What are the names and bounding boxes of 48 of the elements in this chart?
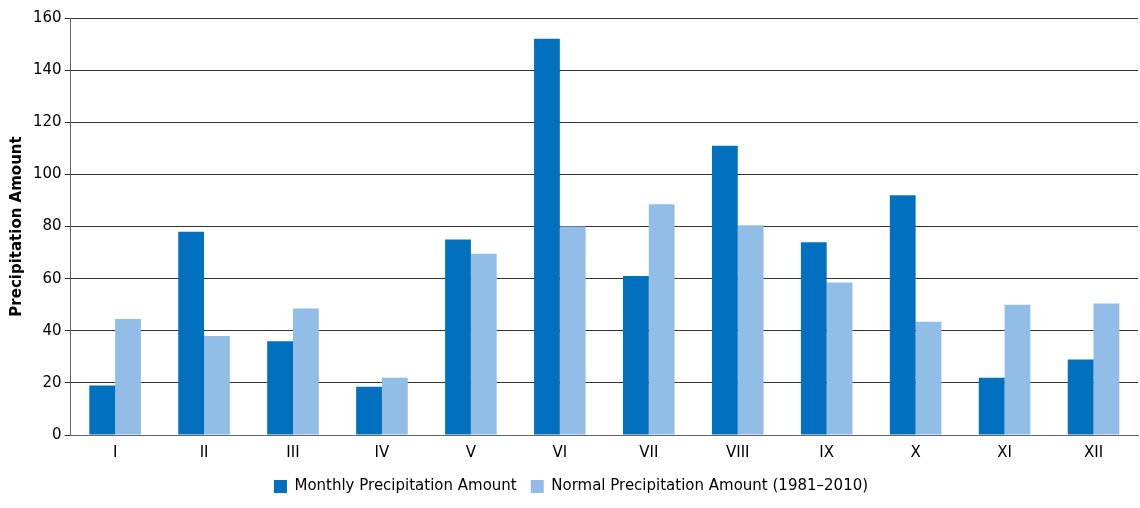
bar: [1093, 303, 1120, 435]
bar: [1067, 359, 1094, 435]
x-tick-label: I: [112, 442, 118, 461]
bar: [915, 321, 942, 435]
bar: [711, 145, 738, 435]
x-tick-label: XII: [1083, 442, 1104, 461]
bar: [445, 239, 471, 435]
x-tick-label: V: [465, 442, 477, 461]
bar: [826, 282, 853, 435]
bar: [559, 226, 586, 435]
bar: [356, 386, 382, 435]
y-tick-label: 160: [32, 7, 62, 26]
bar: [178, 231, 205, 435]
y-tick-label: 40: [42, 320, 62, 339]
bar: [1004, 304, 1031, 435]
x-tick-label: III: [286, 442, 300, 461]
y-tick-label: 0: [52, 424, 62, 443]
y-tick-label: 60: [42, 268, 62, 287]
x-tick-label: VI: [552, 442, 568, 461]
bar: [381, 377, 408, 435]
bar: [737, 225, 764, 435]
bar: [267, 341, 293, 435]
bar: [470, 253, 497, 435]
x-tick-label: VII: [639, 442, 659, 461]
y-tick-label: 80: [42, 216, 62, 235]
x-tick-label: II: [199, 442, 209, 461]
x-tick-label: VIII: [725, 442, 750, 461]
bar: [800, 242, 827, 435]
y-tick-label: 140: [32, 60, 62, 79]
x-tick-label: IV: [374, 442, 391, 461]
y-axis-title: Precipitation Amount: [6, 136, 25, 317]
bar: [204, 335, 230, 435]
bar: [622, 276, 649, 435]
bar: [293, 308, 319, 435]
bar: [534, 38, 560, 435]
legend-label: Monthly Precipitation Amount: [294, 476, 517, 495]
bar: [889, 195, 916, 435]
y-tick-label: 100: [32, 164, 62, 183]
legend-label: Normal Precipitation Amount (1981–2010): [551, 476, 869, 495]
y-tick-label: 20: [42, 372, 62, 391]
bar: [89, 385, 116, 435]
x-tick-label: X: [910, 442, 921, 461]
bar: [648, 204, 675, 435]
bar: [115, 319, 141, 435]
x-tick-label: XI: [997, 442, 1012, 461]
bar: [978, 377, 1005, 435]
y-tick-label: 120: [32, 112, 62, 131]
x-tick-label: IX: [819, 442, 835, 461]
